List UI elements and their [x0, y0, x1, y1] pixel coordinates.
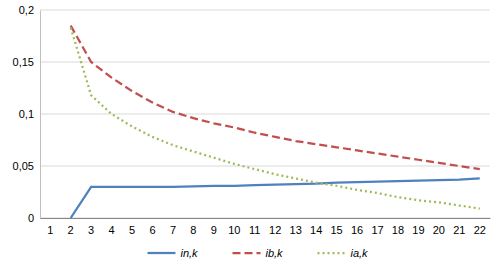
x-tick: 18 [392, 218, 404, 236]
x-tick: 6 [149, 218, 155, 236]
x-tick-label: 11 [249, 224, 260, 236]
x-tick-label: 15 [330, 224, 342, 236]
y-tick: 0,05 [13, 160, 40, 172]
x-tick: 9 [211, 218, 217, 236]
x-tick: 17 [371, 218, 383, 236]
y-tick: 0,2 [19, 4, 40, 16]
x-tick: 5 [129, 218, 135, 236]
x-tick: 7 [170, 218, 176, 236]
x-tick-label: 9 [211, 224, 217, 236]
y-tick-label: 0,1 [19, 108, 34, 120]
legend-label: in,k [181, 247, 199, 259]
series-line [71, 178, 480, 218]
x-tick: 13 [290, 218, 302, 236]
x-tick-label: 19 [412, 224, 424, 236]
series-line [71, 28, 480, 209]
x-tick-label: 10 [228, 224, 240, 236]
x-tick-label: 4 [109, 224, 115, 236]
y-tick: 0 [28, 212, 40, 224]
x-tick: 10 [228, 218, 240, 236]
x-tick: 11 [249, 218, 260, 236]
legend-label: ia,k [351, 247, 369, 259]
x-tick: 8 [190, 218, 196, 236]
x-tick-label: 12 [269, 224, 281, 236]
x-tick-label: 20 [433, 224, 445, 236]
x-tick-label: 21 [453, 224, 465, 236]
x-tick: 12 [269, 218, 281, 236]
x-tick: 21 [453, 218, 465, 236]
x-axis-line [41, 218, 491, 219]
x-tick-label: 8 [190, 224, 196, 236]
legend-item: ib,k [233, 247, 284, 259]
grid [40, 10, 490, 218]
x-tick-label: 18 [392, 224, 404, 236]
y-tick-label: 0,15 [13, 56, 34, 68]
x-tick-label: 3 [88, 224, 94, 236]
y-axis-line [40, 11, 41, 219]
series-line [71, 26, 480, 170]
x-tick-label: 2 [68, 224, 74, 236]
legend-label: ib,k [266, 247, 284, 259]
legend-swatch [318, 252, 346, 254]
y-tick-label: 0 [28, 212, 34, 224]
x-tick: 4 [109, 218, 115, 236]
legend: in,k ib,k ia,k [148, 247, 369, 259]
x-tick-label: 16 [351, 224, 363, 236]
y-tick: 0,15 [13, 56, 40, 68]
chart: 00,050,10,150,21234567891011121314151617… [0, 0, 500, 263]
x-tick-label: 5 [129, 224, 135, 236]
y-tick: 0,1 [19, 108, 40, 120]
grid-line [40, 10, 490, 11]
x-tick: 15 [330, 218, 342, 236]
legend-item: in,k [148, 247, 199, 259]
series-group [71, 26, 480, 218]
x-axis: 12345678910111213141516171819202122 [41, 218, 491, 236]
y-tick-label: 0,2 [19, 4, 34, 16]
grid-line [40, 166, 490, 167]
x-tick-label: 22 [474, 224, 486, 236]
x-tick: 1 [47, 218, 53, 236]
x-tick: 16 [351, 218, 363, 236]
x-tick: 22 [474, 218, 486, 236]
grid-line [40, 114, 490, 115]
plot-area: 00,050,10,150,21234567891011121314151617… [13, 4, 491, 236]
x-tick: 20 [433, 218, 445, 236]
legend-swatch [233, 252, 261, 254]
x-tick-label: 13 [290, 224, 302, 236]
x-tick: 19 [412, 218, 424, 236]
y-tick-label: 0,05 [13, 160, 34, 172]
x-tick: 14 [310, 218, 322, 236]
y-axis: 0 0,05 0,1 0,15 0,2 [13, 4, 41, 224]
x-tick-label: 14 [310, 224, 322, 236]
x-tick-label: 17 [371, 224, 383, 236]
legend-swatch [148, 252, 176, 254]
x-tick-label: 7 [170, 224, 176, 236]
grid-line [40, 218, 490, 219]
x-tick: 3 [88, 218, 94, 236]
grid-line [40, 62, 490, 63]
x-tick-label: 6 [149, 224, 155, 236]
x-tick-label: 1 [47, 224, 53, 236]
x-tick: 2 [68, 218, 74, 236]
legend-item: ia,k [318, 247, 369, 259]
